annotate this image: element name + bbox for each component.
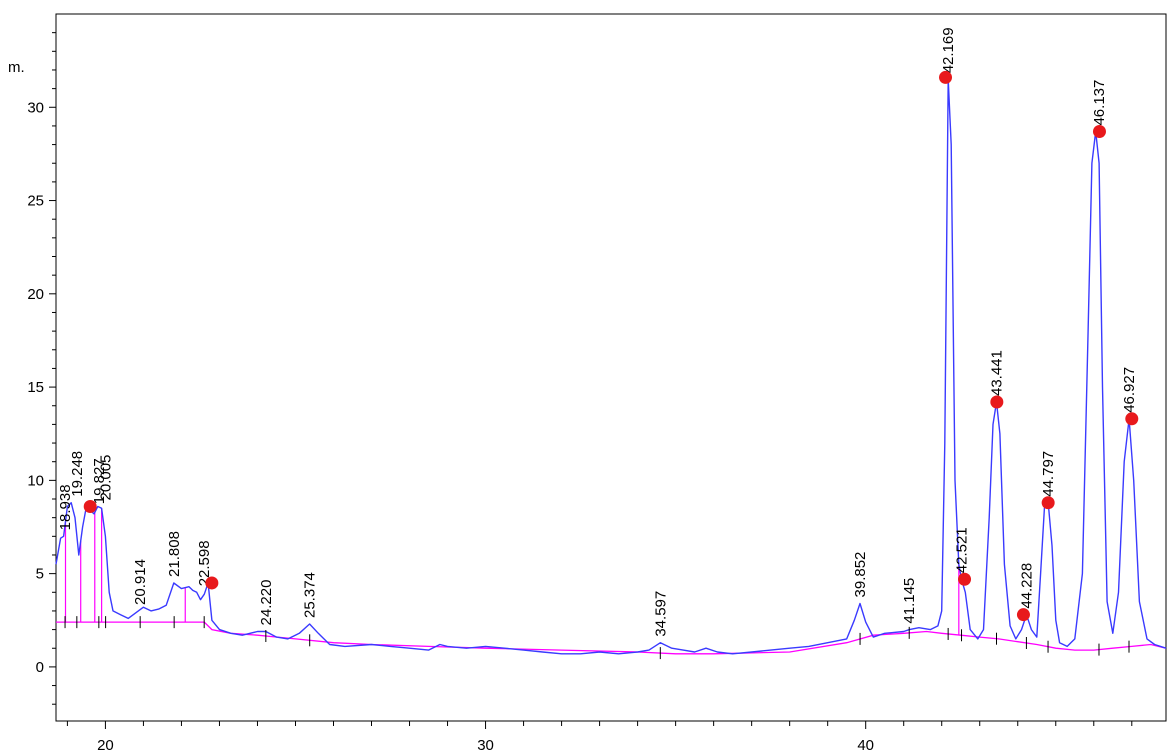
peak-label: 18.938 bbox=[57, 484, 74, 530]
peak-marker bbox=[958, 572, 972, 586]
peak-marker bbox=[990, 395, 1004, 409]
peak-marker bbox=[205, 576, 219, 590]
peak-label: 39.852 bbox=[852, 552, 869, 598]
peak-label: 25.374 bbox=[302, 572, 319, 618]
peak-label: 34.597 bbox=[652, 591, 669, 637]
peak-label: 46.927 bbox=[1121, 367, 1138, 413]
x-tick-label: 30 bbox=[477, 737, 494, 754]
integration-baseline bbox=[56, 508, 1167, 655]
peak-label: 20.005 bbox=[98, 455, 115, 501]
y-tick-label: 10 bbox=[27, 472, 44, 489]
peak-label: 20.914 bbox=[132, 559, 149, 605]
peak-label: 46.137 bbox=[1091, 80, 1108, 126]
peak-label: 19.827 bbox=[91, 458, 108, 504]
peak-marker bbox=[83, 499, 97, 513]
x-tick-label: 20 bbox=[97, 737, 114, 754]
y-tick-label: 15 bbox=[27, 379, 44, 396]
y-tick-label: 5 bbox=[36, 566, 44, 583]
baseline-line bbox=[56, 621, 1167, 655]
y-tick-label: 20 bbox=[27, 286, 44, 303]
peak-label: 22.598 bbox=[196, 540, 213, 586]
peak-label: 21.808 bbox=[166, 531, 183, 577]
peak-marker bbox=[1092, 125, 1106, 139]
peak-marker bbox=[1016, 608, 1030, 622]
peak-marker bbox=[939, 70, 953, 84]
peak-marker bbox=[1041, 496, 1055, 510]
peak-label: 24.220 bbox=[258, 580, 275, 626]
peak-label: 44.228 bbox=[1018, 563, 1035, 609]
y-axis: 0 5 10 15 20 25 30 bbox=[27, 32, 56, 705]
peak-marker bbox=[1125, 412, 1139, 426]
peak-markers bbox=[83, 70, 1139, 622]
y-tick-label: 0 bbox=[36, 659, 44, 676]
peak-label: 43.441 bbox=[988, 350, 1005, 396]
y-axis-unit-label: m. bbox=[8, 59, 25, 76]
peak-label: 41.145 bbox=[901, 578, 918, 624]
peak-label: 19.248 bbox=[69, 451, 86, 497]
x-tick-label: 40 bbox=[857, 737, 874, 754]
x-axis: 20 30 40 bbox=[66, 721, 1133, 754]
peak-label: 42.521 bbox=[954, 527, 971, 573]
peak-label: 44.797 bbox=[1040, 451, 1057, 497]
y-tick-label: 25 bbox=[27, 193, 44, 210]
y-tick-label: 30 bbox=[27, 99, 44, 116]
plot-frame bbox=[55, 13, 1167, 722]
peak-label: 42.169 bbox=[940, 27, 957, 73]
